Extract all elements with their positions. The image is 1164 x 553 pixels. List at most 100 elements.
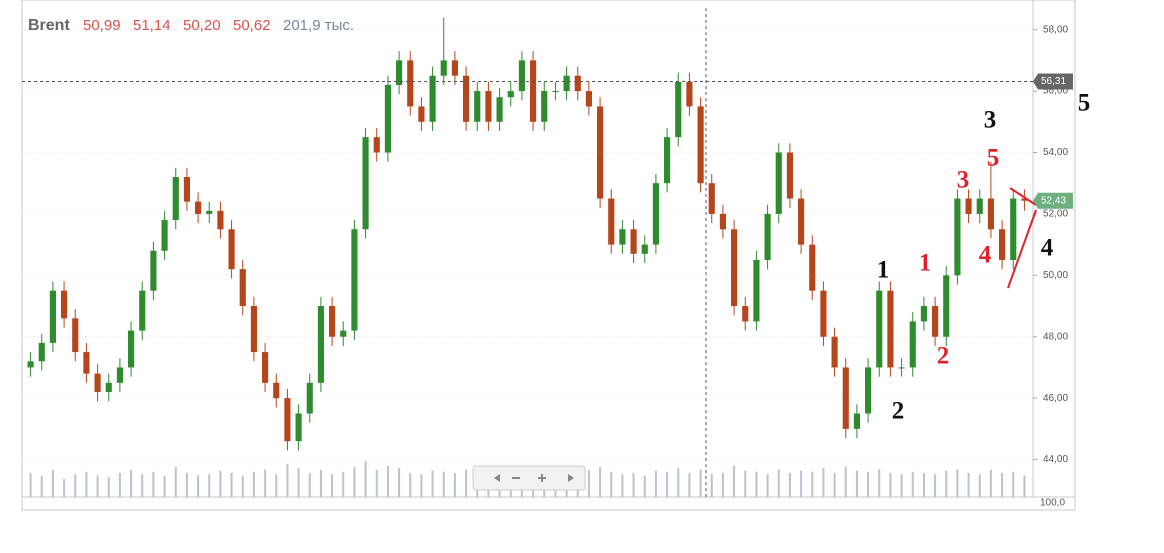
candle-body [798, 198, 805, 245]
volume-bar [130, 470, 133, 497]
candle-body [27, 361, 34, 368]
quote-value: 50,20 [183, 17, 221, 34]
candle-body [295, 413, 302, 442]
candle-body [999, 229, 1006, 260]
candle-body [451, 60, 458, 76]
volume-bar [141, 474, 144, 497]
nav-zoom-in[interactable] [538, 474, 546, 482]
volume-bar [878, 469, 881, 497]
volume-bar [107, 477, 110, 497]
volume-bar [319, 470, 322, 497]
volume-bar [934, 474, 937, 497]
candle-body [574, 75, 581, 92]
volume-bar [453, 473, 456, 497]
candle-body [38, 342, 45, 362]
volume-bar [152, 471, 155, 497]
y-tick-label: 44,00 [1043, 454, 1068, 465]
volume-bar [610, 471, 613, 497]
volume-bar [599, 467, 602, 497]
volume-bar [766, 474, 769, 497]
candle-body [853, 413, 860, 429]
volume-bar [375, 470, 378, 497]
candle-body [630, 229, 637, 254]
candle-body [373, 137, 380, 153]
candle-body [440, 60, 447, 76]
volume-bar [587, 470, 590, 497]
volume-total: 201,9 тыс. [283, 17, 354, 34]
volume-bar [989, 470, 992, 497]
candle-body [775, 152, 782, 214]
volume-bar [275, 474, 278, 497]
volume-bar [632, 473, 635, 497]
candle-body [362, 137, 369, 230]
volume-bar [833, 473, 836, 497]
price-tag-label: 56,31 [1041, 76, 1066, 87]
candle-body [94, 373, 101, 393]
candle-body [976, 198, 983, 214]
candle-body [105, 382, 112, 393]
candle-body [541, 91, 548, 122]
quote-value: 51,14 [133, 17, 171, 34]
candle-body [273, 382, 280, 399]
wave-label: 1 [919, 250, 932, 277]
volume-bar [51, 470, 54, 497]
wave-label: 3 [957, 167, 970, 194]
y-tick-label: 50,00 [1043, 270, 1068, 281]
candle-body [139, 290, 146, 331]
volume-bar [911, 471, 914, 497]
nav-right[interactable] [568, 474, 574, 482]
y-tick-label: 58,00 [1043, 24, 1068, 35]
candle-body [61, 290, 68, 319]
wave-label: 5 [987, 145, 1000, 172]
candle-body [731, 229, 738, 307]
nav-left[interactable] [494, 474, 500, 482]
candle-body [518, 60, 525, 92]
candle-body [340, 330, 347, 337]
candle-body [485, 91, 492, 122]
volume-bar [241, 476, 244, 497]
volume-bar [442, 471, 445, 497]
volume-bar [252, 471, 255, 497]
candle-body [250, 306, 257, 353]
candle-body [195, 201, 202, 214]
candle-body [619, 229, 626, 245]
volume-bar [733, 465, 736, 497]
candle-body [887, 290, 894, 368]
price-tag-label: 52,43 [1041, 195, 1066, 206]
candle-body [987, 198, 994, 230]
wave-label: 1 [877, 257, 890, 284]
instrument: Brent [28, 17, 70, 34]
candle-body [597, 106, 604, 199]
candle-body [183, 177, 190, 202]
candle-body [306, 382, 313, 414]
candle-body [284, 398, 291, 442]
candle-body [1021, 198, 1028, 201]
wave-label: 2 [937, 343, 950, 370]
volume-bar [688, 473, 691, 497]
candle-body [1010, 198, 1017, 260]
volume-bar [465, 469, 468, 497]
plot-frame [21, 0, 1076, 511]
trend-line [1007, 209, 1037, 289]
volume-bar [744, 470, 747, 497]
volume-bar [219, 470, 222, 497]
candle-body [842, 367, 849, 429]
candle-body [943, 275, 950, 337]
volume-bar [29, 473, 32, 497]
volume-bar [800, 470, 803, 497]
candle-body [876, 290, 883, 368]
volume-bar [420, 474, 423, 497]
y-tick-label: 52,00 [1043, 209, 1068, 220]
candle-body [686, 81, 693, 107]
volume-bar [163, 476, 166, 497]
volume-bar [1012, 471, 1015, 497]
volume-bar [822, 468, 825, 497]
volume-bar [788, 473, 791, 497]
volume-bar [185, 473, 188, 497]
candle-body [719, 213, 726, 230]
candle-body [116, 367, 123, 383]
volume-bar [922, 473, 925, 497]
volume-bar [364, 461, 367, 497]
price-tag [1033, 192, 1073, 209]
